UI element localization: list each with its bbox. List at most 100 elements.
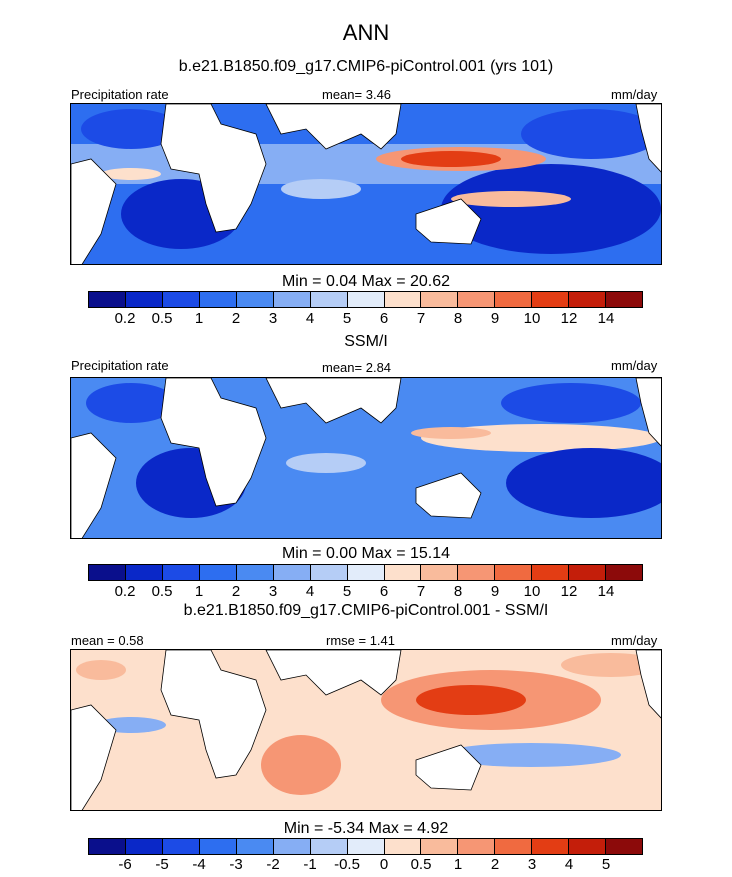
panel3-north-pacific-bias: [561, 653, 661, 677]
panel1-colorbar-ticks: 0.2 0.5 1 2 3 4 5 6 7 8 9 10 12 14: [88, 310, 643, 328]
panel3-colorbar: [88, 838, 643, 855]
panel1-colorbar-tick-label: 4: [305, 310, 315, 327]
panel2-colorbar-cell: [569, 565, 607, 580]
panel1-spcz: [451, 191, 571, 207]
panel1-colorbar-tick-label: 12: [560, 310, 578, 327]
panel1-north-pacific-dry: [521, 109, 661, 159]
panel3-colorbar-cell: [495, 839, 533, 854]
panel2-indian-ocean-rain: [286, 453, 366, 473]
panel2-colorbar: [88, 564, 643, 581]
figure-title: ANN: [342, 20, 390, 45]
panel3-colorbar-ticks: -6 -5 -4 -3 -2 -1 -0.5 0 0.5 1 2 3 4 5: [88, 856, 643, 874]
panel3-colorbar-tick-label: 0: [379, 856, 389, 873]
panel2-colorbar-cell: [606, 565, 643, 580]
panel1-eurasia-land: [265, 104, 402, 150]
panel1-colorbar: [88, 291, 643, 308]
panel3-colorbar-cell: [606, 839, 643, 854]
panel3-subtitle: b.e21.B1850.f09_g17.CMIP6-piControl.001 …: [183, 602, 549, 619]
panel2-colorbar-tick-label: 14: [597, 583, 615, 600]
panel2-variable-label: Precipitation rate: [71, 358, 169, 373]
panel1-indian-ocean-rain: [281, 179, 361, 199]
panel3-colorbar-cell: [162, 839, 200, 854]
panel3-colorbar-tick-label: -1: [303, 856, 317, 873]
panel3-colorbar-cell: [310, 839, 348, 854]
panel3-colorbar-cell: [347, 839, 385, 854]
panel3-colorbar-cell: [569, 839, 607, 854]
panel3-colorbar-tick-label: -3: [229, 856, 243, 873]
panel1-colorbar-tick-label: 10: [523, 310, 541, 327]
panel3-central-america-land: [635, 650, 661, 719]
panel3-colorbar-tick-label: 3: [527, 856, 537, 873]
panel3-colorbar-cell: [384, 839, 422, 854]
panel2-eurasia-land: [265, 378, 402, 424]
panel2-north-pacific-dry: [501, 383, 641, 423]
panel1-colorbar-tick-label: 1: [194, 310, 204, 327]
panel2-colorbar-tick-label: 5: [342, 583, 352, 600]
panel3-colorbar-cell: [273, 839, 311, 854]
panel3-north-atlantic-bias: [76, 660, 126, 680]
panel1-map-svg: [71, 104, 661, 264]
panel3-rmse-label: rmse = 1.41: [326, 633, 396, 648]
panel1-minmax: Min = 0.04 Max = 20.62: [281, 273, 451, 290]
panel1-colorbar-tick-label: 6: [379, 310, 389, 327]
panel2-colorbar-cell: [310, 565, 348, 580]
panel1-itcz-atlantic: [101, 168, 161, 180]
panel2-colorbar-cell: [347, 565, 385, 580]
panel2-colorbar-tick-label: 8: [453, 583, 463, 600]
panel1-colorbar-cell: [495, 292, 533, 307]
panel2-colorbar-cell: [532, 565, 570, 580]
panel1-south-pacific-dry: [441, 164, 661, 254]
panel3-pacific-wet-core: [416, 685, 526, 715]
panel1-itcz-core: [401, 151, 501, 167]
panel1-units-label: mm/day: [611, 87, 658, 102]
panel1-colorbar-tick-label: 8: [453, 310, 463, 327]
panel2-colorbar-tick-label: 0.5: [151, 583, 173, 600]
panel3-colorbar-tick-label: -5: [155, 856, 169, 873]
panel3-colorbar-tick-label: 0.5: [410, 856, 432, 873]
panel1-north-atlantic-dry: [81, 109, 181, 149]
panel3-pacific-dry-bias: [441, 743, 621, 767]
panel1-variable-label: Precipitation rate: [71, 87, 169, 102]
panel3-colorbar-cell: [199, 839, 237, 854]
panel2-australia-land: [415, 472, 482, 519]
panel3-colorbar-cell: [125, 839, 163, 854]
panel2-colorbar-tick-label: 6: [379, 583, 389, 600]
panel2-colorbar-cell: [421, 565, 459, 580]
panel2-colorbar-tick-label: 9: [490, 583, 500, 600]
panel3-colorbar-cell: [236, 839, 274, 854]
panel1-colorbar-tick-label: 3: [268, 310, 278, 327]
panel3-colorbar-tick-label: 5: [601, 856, 611, 873]
panel1-colorbar-cell: [199, 292, 237, 307]
panel1-colorbar-tick-label: 14: [597, 310, 615, 327]
panel1-colorbar-cell: [273, 292, 311, 307]
panel3-colorbar-tick-label: -4: [192, 856, 206, 873]
panel2-map: [70, 377, 662, 539]
panel3-colorbar-tick-label: 1: [453, 856, 463, 873]
panel3-colorbar-tick-label: -6: [118, 856, 132, 873]
panel1-colorbar-cell: [569, 292, 607, 307]
panel1-colorbar-cell: [310, 292, 348, 307]
panel2-colorbar-cell: [236, 565, 274, 580]
panel1-colorbar-cell: [532, 292, 570, 307]
panel3-south-america-land: [71, 704, 117, 810]
panel2-north-atlantic-dry: [86, 383, 176, 423]
panel2-colorbar-tick-label: 4: [305, 583, 315, 600]
panel2-south-america-land: [71, 432, 117, 538]
panel2-units-label: mm/day: [611, 358, 658, 373]
panel2-colorbar-cell: [384, 565, 422, 580]
panel3-eurasia-land: [265, 650, 402, 696]
panel2-mean-label: mean= 2.84: [322, 360, 392, 375]
panel1-colorbar-tick-label: 2: [231, 310, 241, 327]
panel3-colorbar-tick-label: -0.5: [334, 856, 360, 873]
panel3-australia-land: [415, 744, 482, 791]
panel1-subtitle: b.e21.B1850.f09_g17.CMIP6-piControl.001 …: [178, 58, 554, 75]
panel2-colorbar-cell: [458, 565, 496, 580]
panel2-south-pacific-dry: [506, 448, 661, 518]
panel2-colorbar-tick-label: 1: [194, 583, 204, 600]
panel1-colorbar-cell: [162, 292, 200, 307]
panel1-central-america-land: [635, 104, 661, 173]
panel2-colorbar-cell: [495, 565, 533, 580]
panel2-colorbar-cell: [162, 565, 200, 580]
panel1-south-america-land: [71, 158, 117, 264]
panel2-colorbar-ticks: 0.2 0.5 1 2 3 4 5 6 7 8 9 10 12 14: [88, 583, 643, 601]
